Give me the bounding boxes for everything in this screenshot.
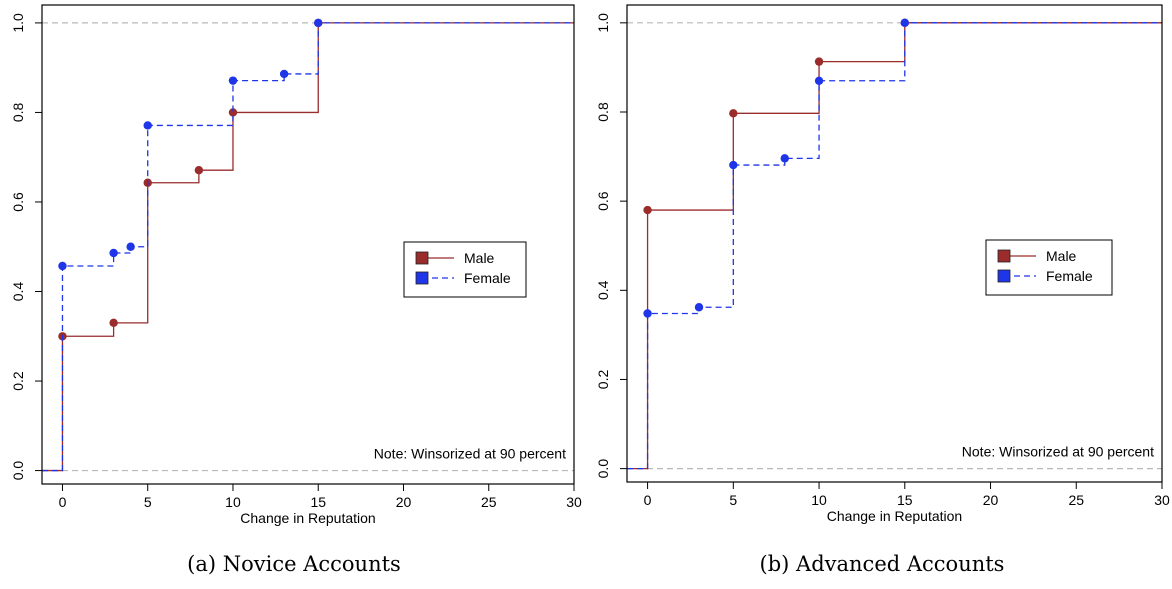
x-tick-label: 15 (897, 492, 913, 508)
x-tick-label: 10 (811, 492, 827, 508)
data-point-female (694, 303, 704, 312)
data-point-female (780, 154, 789, 163)
figure: 0 5 10 15 20 25 30 0.0 0.2 0.4 0.6 0.8 1.0 Change in … (10, 4, 1170, 526)
legend-swatch-male (415, 251, 429, 265)
legend-swatch-male (997, 249, 1011, 263)
x-tick-label: 10 (225, 494, 241, 510)
x-tick-label: 20 (983, 492, 999, 508)
x-tick-label: 30 (1154, 492, 1170, 508)
data-point-female (109, 248, 118, 258)
x-axis-label: Change in Reputation (240, 510, 375, 526)
chart-panel-0: 0 5 10 15 20 25 30 0.0 0.2 0.4 0.6 0.8 1.0 Change in … (10, 4, 582, 526)
legend-box (403, 241, 527, 298)
caption-b: (b) Advanced Accounts (759, 552, 1005, 576)
x-tick-label: 30 (566, 494, 582, 510)
data-point-female (228, 76, 238, 85)
y-tick-label: 0.6 (10, 192, 26, 212)
note-text: Note: Winsorized at 90 percent (962, 444, 1154, 460)
y-tick-label: 0.6 (595, 191, 611, 211)
data-point-female (729, 160, 738, 170)
data-point-female (900, 18, 909, 28)
data-point-female (314, 18, 323, 28)
data-point-female (58, 261, 67, 271)
legend: Male Female (403, 241, 527, 298)
y-tick-label: 0.0 (10, 461, 26, 481)
y-tick-label: 0.0 (595, 459, 611, 479)
x-tick-label: 20 (396, 494, 412, 510)
data-point-male (729, 109, 738, 118)
legend-label-female: Female (464, 270, 511, 286)
legend-label-male: Male (1046, 248, 1077, 264)
y-tick-label: 1.0 (595, 13, 611, 33)
legend: Male Female (985, 239, 1113, 296)
legend-swatch-female (997, 269, 1011, 283)
data-point-male (814, 57, 824, 66)
data-point-male (109, 318, 118, 328)
data-point-male (228, 108, 238, 117)
caption-a: (a) Novice Accounts (187, 552, 401, 576)
data-point-female (143, 121, 152, 130)
data-point-female (814, 76, 824, 85)
x-tick-label: 25 (1068, 492, 1084, 508)
data-point-female (126, 242, 135, 251)
series-line-female (627, 22, 1162, 470)
series-line-female (42, 22, 574, 472)
chart-panel-1: 0 5 10 15 20 25 30 0.0 0.2 0.4 0.6 0.8 1.0 Change in … (595, 4, 1170, 524)
y-tick-label: 0.8 (10, 102, 26, 122)
x-tick-label: 0 (644, 492, 652, 508)
x-tick-label: 0 (59, 494, 67, 510)
y-tick-label: 0.4 (595, 280, 611, 300)
note-text: Note: Winsorized at 90 percent (374, 446, 566, 462)
legend-label-male: Male (464, 250, 495, 266)
x-axis-label: Change in Reputation (827, 508, 962, 524)
data-point-male (643, 205, 652, 215)
y-tick-label: 0.2 (10, 371, 26, 391)
y-tick-label: 0.8 (595, 102, 611, 122)
legend-swatch-female (415, 271, 429, 285)
data-point-male (194, 165, 204, 175)
x-tick-label: 15 (310, 494, 326, 510)
y-tick-label: 1.0 (10, 13, 26, 33)
y-tick-label: 0.4 (10, 282, 26, 302)
data-point-female (279, 69, 289, 79)
data-point-female (643, 309, 652, 318)
legend-box (985, 239, 1113, 296)
x-tick-label: 5 (729, 492, 737, 508)
x-tick-label: 5 (144, 494, 152, 510)
legend-label-female: Female (1046, 268, 1093, 284)
y-tick-label: 0.2 (595, 370, 611, 390)
series-line-male (42, 22, 574, 472)
x-tick-label: 25 (481, 494, 497, 510)
